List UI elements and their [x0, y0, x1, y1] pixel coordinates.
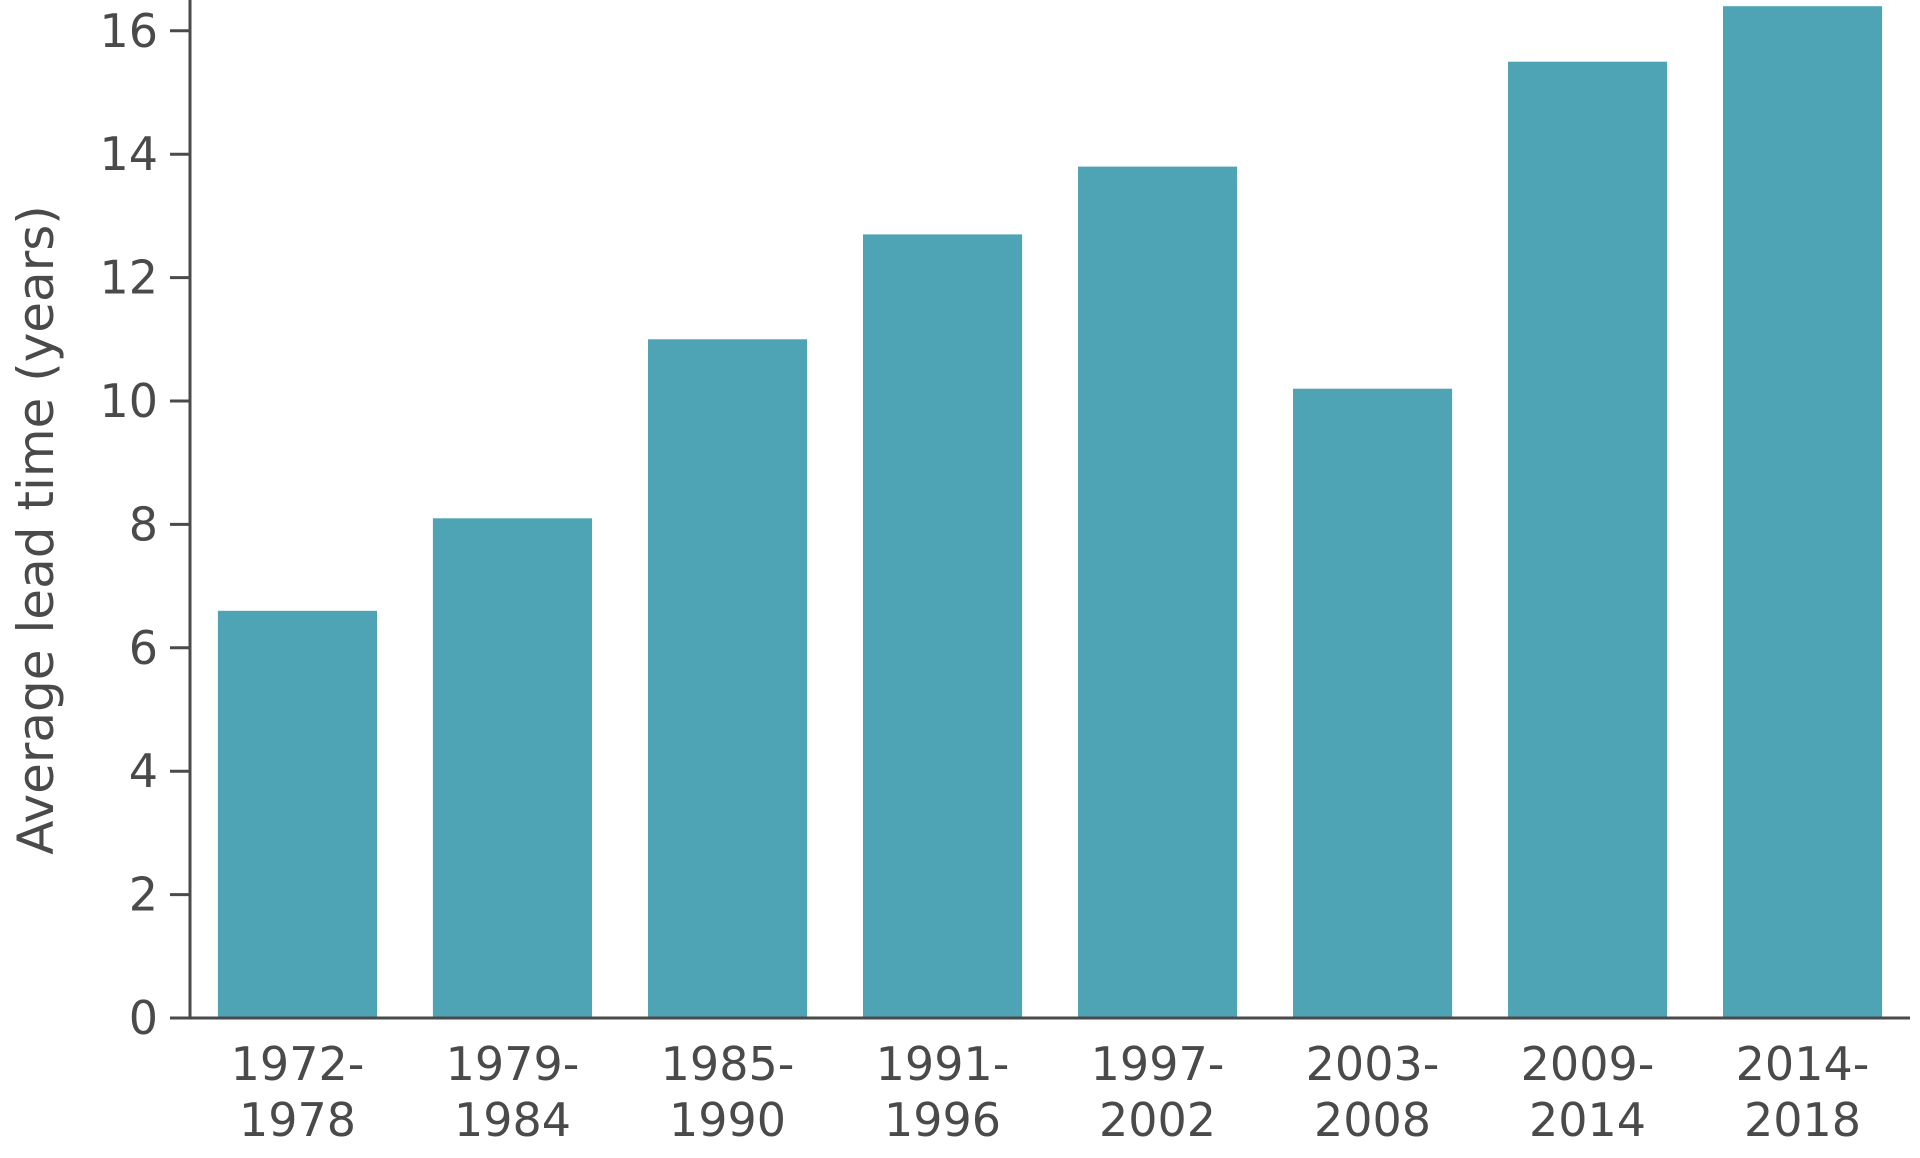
y-axis-title: Average lead time (years): [7, 205, 65, 855]
y-tick-label-16: 16: [99, 4, 158, 58]
bar-2: [648, 339, 808, 1018]
y-tick-label-6: 6: [129, 621, 158, 675]
y-tick-label-14: 14: [99, 127, 158, 181]
bar-0: [217, 610, 377, 1018]
x-tick-label-5-1: 2008: [1314, 1093, 1431, 1147]
bars-group: [217, 6, 1883, 1019]
bar-7: [1723, 6, 1883, 1018]
x-tick-label-5-0: 2003-: [1306, 1037, 1440, 1091]
x-tick-label-7-1: 2018: [1744, 1093, 1861, 1147]
bar-1: [432, 518, 592, 1018]
x-tick-label-7-0: 2014-: [1736, 1037, 1870, 1091]
y-tick-label-0: 0: [129, 991, 158, 1045]
x-tick-label-3-1: 1996: [884, 1093, 1001, 1147]
x-tick-label-3-0: 1991-: [876, 1037, 1010, 1091]
x-axis: 1972-1978 1979-1984 1985-1990 1991-1996 1997…: [190, 1016, 1910, 1147]
x-tick-label-0-0: 1972-: [231, 1037, 365, 1091]
x-tick-label-2-0: 1985-: [661, 1037, 795, 1091]
x-tick-label-6-1: 2014: [1529, 1093, 1646, 1147]
bar-4: [1078, 166, 1238, 1019]
y-tick-label-12: 12: [99, 251, 158, 305]
x-tick-label-2-1: 1990: [669, 1093, 786, 1147]
bar-3: [863, 234, 1023, 1018]
x-tick-label-1-0: 1979-: [446, 1037, 580, 1091]
y-tick-label-8: 8: [129, 497, 158, 551]
x-tick-label-4-0: 1997-: [1091, 1037, 1225, 1091]
x-tick-label-0-1: 1978: [239, 1093, 356, 1147]
bar-5: [1293, 388, 1453, 1018]
y-tick-label-10: 10: [99, 374, 158, 428]
y-tick-label-4: 4: [129, 744, 158, 798]
x-tick-label-6-0: 2009-: [1521, 1037, 1655, 1091]
y-axis: 0 2 4 6 8 10 12 14 16: [99, 0, 192, 1045]
x-tick-label-4-1: 2002: [1099, 1093, 1216, 1147]
x-tick-label-1-1: 1984: [454, 1093, 571, 1147]
bar-6: [1508, 61, 1668, 1018]
y-tick-label-2: 2: [129, 868, 158, 922]
